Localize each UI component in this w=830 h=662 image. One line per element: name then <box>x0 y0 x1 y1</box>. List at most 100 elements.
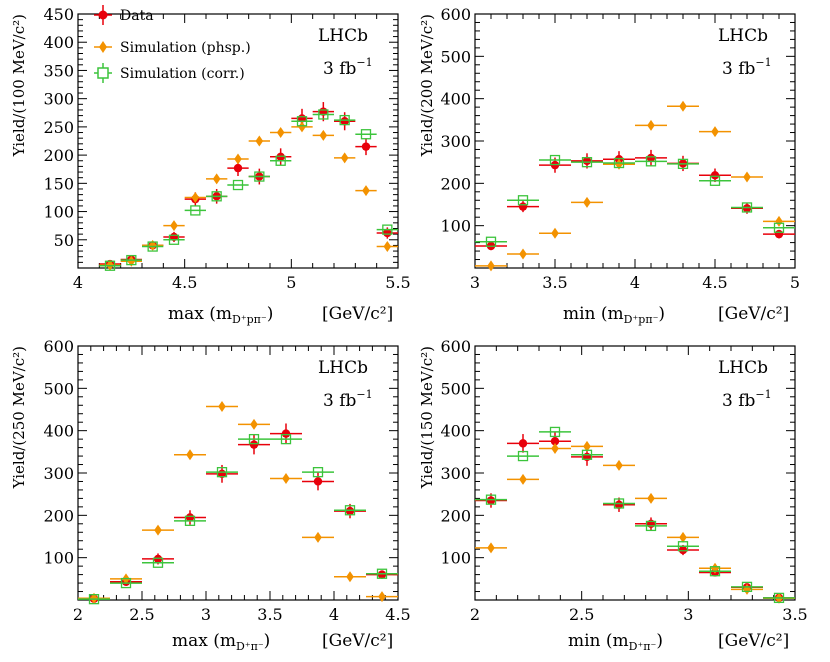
corr-point <box>699 566 731 577</box>
phsp-marker <box>519 473 527 485</box>
data-marker <box>614 500 624 509</box>
x-tick-label: 2 <box>73 605 83 624</box>
data-marker <box>518 202 528 211</box>
corr-marker <box>581 449 593 460</box>
data-point <box>174 510 206 525</box>
corr-marker <box>280 433 292 445</box>
data-point <box>355 138 377 156</box>
x-tick-label: 3 <box>683 605 693 624</box>
corr-point <box>174 515 206 526</box>
data-marker <box>550 437 560 446</box>
phsp-point <box>699 562 731 574</box>
phsp-marker <box>647 119 655 131</box>
phsp-point <box>603 158 635 170</box>
y-tick-label: 600 <box>440 5 471 24</box>
corr-marker <box>216 467 228 478</box>
data-marker <box>383 228 392 238</box>
corr-marker <box>741 202 753 213</box>
corr-marker <box>581 157 593 168</box>
y-tick-label: 350 <box>43 61 74 80</box>
data-marker <box>345 506 355 516</box>
phsp-point <box>206 173 228 185</box>
y-tick-label: 450 <box>43 5 74 24</box>
lumi-label: 3 fb−1 <box>323 388 373 411</box>
x-tick-label: 4 <box>329 605 339 624</box>
y-tick-label: 300 <box>440 132 471 151</box>
x-tick-label: 4.5 <box>385 605 410 624</box>
x-axis-label: min (mD⁺pπ⁻) <box>563 304 665 326</box>
corr-marker <box>360 129 372 140</box>
corr-marker <box>517 450 529 462</box>
y-tick-label: 100 <box>43 549 74 568</box>
y-tick-label: 400 <box>440 422 471 441</box>
x-tick-label: 3.5 <box>542 273 567 292</box>
x-axis-label: min (mD⁺π⁻) <box>568 631 663 653</box>
phsp-marker <box>234 153 242 165</box>
corr-point <box>312 109 334 120</box>
phsp-point <box>507 248 539 260</box>
x-tick-label: 5 <box>286 273 296 292</box>
corr-point <box>238 433 270 445</box>
x-tick-label: 3 <box>201 605 211 624</box>
corr-marker <box>211 191 222 202</box>
phsp-point <box>635 119 667 131</box>
panel-min-dpi: 2 2.5 3 3.5 100 200 300 400 500 600 <box>440 337 807 624</box>
corr-marker <box>126 254 137 266</box>
lumi-label: 3 fb−1 <box>722 56 772 79</box>
corr-point <box>206 191 228 202</box>
corr-marker <box>254 171 265 182</box>
x-tick-label: 3 <box>470 273 480 292</box>
corr-marker <box>88 594 100 605</box>
phsp-point <box>731 583 763 595</box>
x-axis-unit: [GeV/c²] <box>718 631 789 651</box>
data-point <box>603 497 635 512</box>
y-tick-label: 500 <box>440 379 471 398</box>
corr-point <box>227 179 249 191</box>
x-axis-unit: [GeV/c²] <box>322 304 393 324</box>
legend: Data Simulation (phsp.) Simulation (corr… <box>94 5 251 83</box>
corr-point <box>302 467 334 478</box>
phsp-point <box>376 241 398 253</box>
y-tick-label: 500 <box>440 47 471 66</box>
corr-marker <box>376 568 388 579</box>
phsp-marker <box>551 442 559 454</box>
data-marker <box>742 204 752 213</box>
corr-point <box>184 205 206 216</box>
phsp-marker <box>743 171 751 183</box>
y-tick-label: 300 <box>440 464 471 483</box>
corr-point <box>763 222 795 233</box>
y-tick-label: 600 <box>43 337 74 356</box>
corr-marker <box>741 581 753 593</box>
phsp-marker <box>154 524 162 536</box>
phsp-marker <box>282 473 290 485</box>
corr-marker <box>147 241 158 252</box>
corr-point <box>571 449 603 460</box>
x-axis-label: max (mD⁺π⁻) <box>172 631 270 653</box>
data-point <box>699 168 731 183</box>
phsp-marker <box>212 173 221 185</box>
data-marker <box>153 554 163 564</box>
y-tick-label: 200 <box>440 174 471 193</box>
phsp-point <box>227 153 249 165</box>
phsp-point <box>355 185 377 197</box>
plot-frame <box>77 345 399 601</box>
phsp-point <box>667 531 699 543</box>
x-tick-label: 5.5 <box>385 273 410 292</box>
corr-point <box>571 157 603 168</box>
phsp-marker <box>583 440 591 452</box>
phsp-marker <box>170 220 178 232</box>
phsp-point <box>206 401 238 413</box>
data-marker <box>582 156 592 166</box>
phsp-point <box>699 126 731 138</box>
phsp-marker <box>743 583 751 595</box>
data-point <box>635 517 667 531</box>
panel-min-dppi: 3 3.5 4 4.5 5 100 200 300 400 500 600 <box>440 5 800 292</box>
corr-marker <box>104 260 116 271</box>
legend-corr-label: Simulation (corr.) <box>120 66 245 82</box>
y-axis-label: Yield/(150 MeV/c²) <box>418 346 436 489</box>
y-tick-label: 400 <box>43 422 74 441</box>
corr-marker <box>613 498 625 509</box>
y-axis-label: Yield/(200 MeV/c²) <box>418 14 436 157</box>
phsp-marker <box>487 542 495 554</box>
phsp-marker <box>378 591 386 603</box>
